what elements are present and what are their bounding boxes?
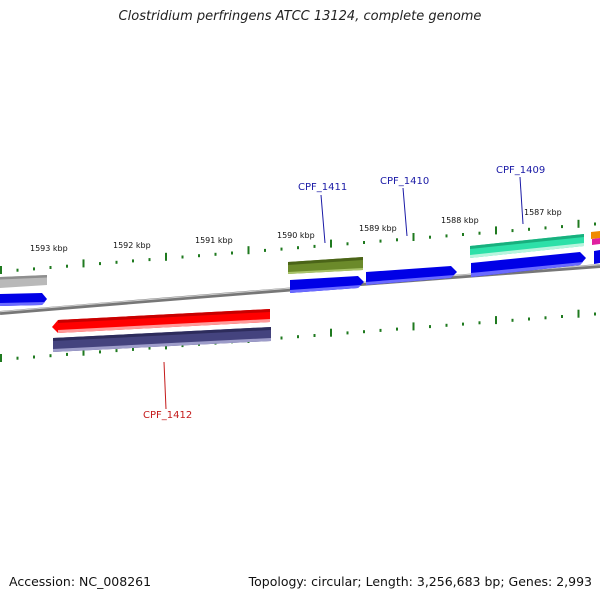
minor-tick	[445, 234, 448, 238]
minor-tick	[99, 262, 101, 266]
minor-tick	[132, 259, 134, 263]
scale-label-1593: 1593 kbp	[30, 244, 68, 253]
minor-tick	[33, 355, 35, 359]
minor-tick	[49, 266, 52, 269]
minor-tick	[379, 328, 382, 332]
magenta-feature[interactable]	[592, 238, 600, 245]
minor-tick	[462, 233, 464, 236]
minor-tick	[528, 317, 530, 321]
minor-tick	[462, 322, 464, 326]
minor-tick	[198, 254, 200, 258]
minor-tick	[346, 331, 349, 335]
minor-tick	[346, 242, 349, 246]
minor-tick	[49, 354, 52, 358]
minor-tick	[594, 312, 596, 316]
minor-tick	[214, 252, 217, 256]
minor-tick	[429, 325, 431, 329]
cds-cpf-1412[interactable]	[52, 309, 270, 333]
scale-label-1589: 1589 kbp	[359, 224, 397, 233]
minor-tick	[115, 260, 118, 264]
scale-label-1590: 1590 kbp	[277, 231, 315, 240]
minor-tick	[115, 349, 118, 353]
major-tick	[577, 219, 580, 228]
minor-tick	[478, 231, 481, 235]
map-title: Clostridium perfringens ATCC 13124, comp…	[118, 9, 482, 24]
major-tick	[82, 347, 85, 356]
minor-tick	[33, 267, 35, 271]
minor-tick	[16, 268, 19, 272]
minor-tick	[231, 251, 233, 255]
minor-tick	[297, 246, 299, 250]
minor-tick	[478, 321, 481, 325]
minor-tick	[363, 330, 365, 334]
orange-feature[interactable]	[591, 231, 600, 239]
minor-tick	[297, 335, 299, 339]
minor-tick	[594, 222, 596, 226]
major-tick	[577, 309, 580, 318]
minor-tick	[99, 350, 101, 354]
minor-tick	[544, 316, 547, 320]
major-tick	[0, 266, 2, 274]
genome-stats-text: Topology: circular; Length: 3,256,683 bp…	[248, 574, 592, 589]
minor-tick	[561, 225, 563, 229]
scale-label-1588: 1588 kbp	[441, 216, 479, 225]
minor-tick	[280, 247, 283, 251]
minor-tick	[181, 255, 184, 259]
navy-feature[interactable]	[53, 327, 271, 352]
minor-tick	[544, 226, 547, 230]
upper-scale-ticks	[0, 219, 596, 274]
scale-label-1591: 1591 kbp	[195, 236, 233, 245]
minor-tick	[66, 264, 68, 268]
minor-tick	[132, 347, 134, 351]
gene-label-cpf-1412[interactable]: CPF_1412	[143, 410, 192, 421]
major-tick	[330, 328, 332, 337]
major-tick	[0, 354, 2, 362]
major-tick	[247, 246, 250, 255]
accession-text: Accession: NC_008261	[9, 574, 152, 589]
leader-cpf-1409	[519, 176, 524, 225]
minor-tick	[16, 356, 19, 360]
major-tick	[495, 316, 497, 325]
cds-forward-right-edge[interactable]	[594, 250, 600, 264]
gene-label-cpf-1409[interactable]: CPF_1409	[496, 165, 545, 176]
minor-tick	[264, 248, 266, 252]
leader-cpf-1410	[402, 187, 408, 237]
major-tick	[165, 252, 167, 261]
minor-tick	[148, 258, 151, 262]
minor-tick	[445, 323, 448, 327]
gene-label-cpf-1411[interactable]: CPF_1411	[298, 182, 347, 193]
minor-tick	[66, 352, 68, 356]
minor-tick	[528, 227, 530, 231]
minor-tick	[280, 336, 283, 340]
minor-tick	[396, 238, 398, 242]
minor-tick	[181, 344, 184, 348]
scale-label-1587: 1587 kbp	[524, 208, 562, 217]
minor-tick	[363, 241, 365, 244]
major-tick	[412, 233, 415, 241]
scale-label-1592: 1592 kbp	[113, 241, 151, 250]
minor-tick	[148, 346, 151, 350]
major-tick	[82, 259, 85, 268]
major-tick	[330, 239, 332, 248]
major-tick	[495, 226, 497, 235]
minor-tick	[511, 318, 514, 322]
minor-tick	[379, 239, 382, 243]
major-tick	[412, 322, 415, 331]
minor-tick	[429, 235, 431, 239]
minor-tick	[313, 244, 316, 248]
gene-label-cpf-1410[interactable]: CPF_1410	[380, 176, 429, 187]
lower-scale-ticks	[0, 309, 596, 362]
leader-cpf-1411	[320, 194, 326, 244]
leader-cpf-1412	[163, 361, 167, 410]
minor-tick	[561, 315, 563, 318]
minor-tick	[511, 229, 514, 233]
minor-tick	[313, 334, 316, 337]
minor-tick	[396, 327, 398, 331]
